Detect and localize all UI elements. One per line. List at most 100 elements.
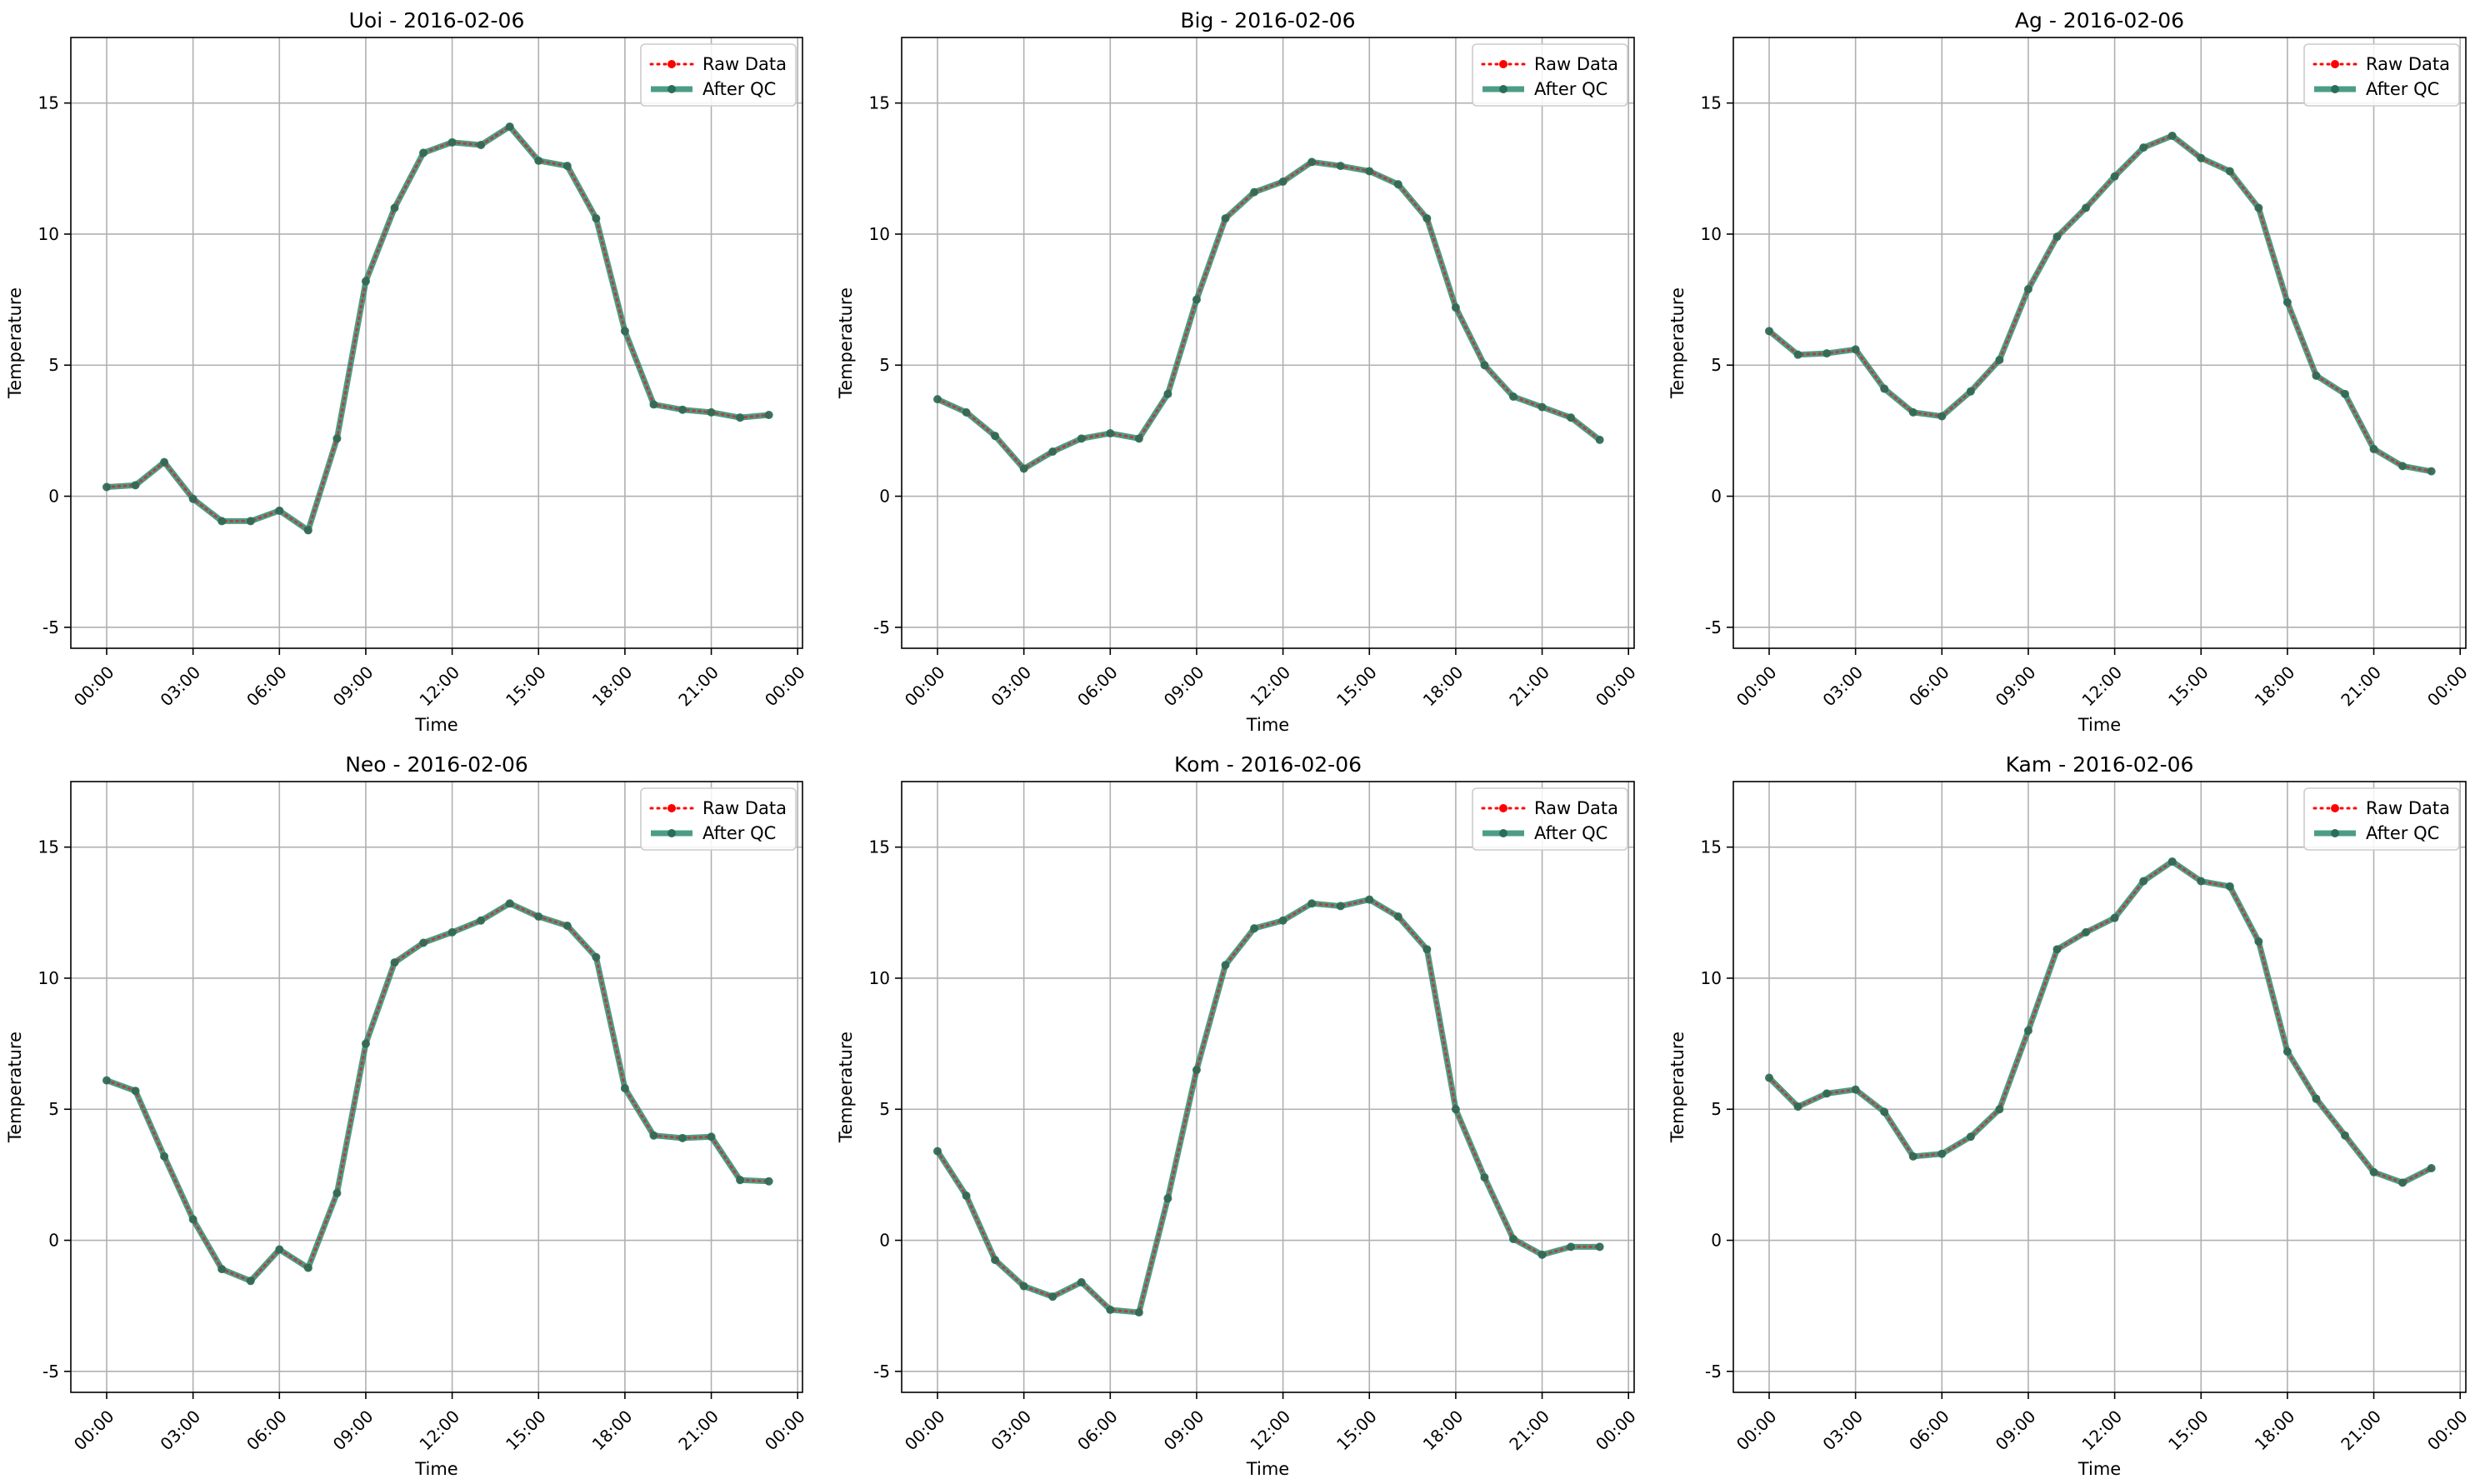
series-after-qc-line <box>105 900 769 1284</box>
y-tick-label: -5 <box>1705 617 1722 637</box>
after-qc-point <box>505 899 514 908</box>
x-tick-label: 12:00 <box>415 1407 463 1455</box>
after-qc-point <box>991 432 1000 441</box>
y-tick-label: 5 <box>48 1099 59 1119</box>
y-tick-label: -5 <box>42 1362 59 1382</box>
legend: Raw Data After QC <box>2303 43 2460 107</box>
legend-after-qc-marker <box>1499 829 1508 837</box>
after-qc-point <box>2110 913 2119 922</box>
after-qc-point <box>620 1084 629 1093</box>
x-tick-label: 09:00 <box>329 662 378 711</box>
subplot-4: 00:00 03:00 06:00 09:00 12:00 15:00 18:00 21:00… <box>5 752 809 1479</box>
after-qc-point <box>1393 180 1402 189</box>
x-tick-label: 06:00 <box>242 662 291 711</box>
after-qc-point <box>1451 1105 1460 1114</box>
y-tick-label: -5 <box>1705 1362 1722 1382</box>
after-qc-point <box>1221 961 1230 970</box>
after-qc-point <box>1480 1173 1489 1182</box>
after-qc-point <box>2282 297 2292 307</box>
y-tick-label: 0 <box>1711 487 1722 507</box>
subplot-5: 00:00 03:00 06:00 09:00 12:00 15:00 18:00 21:00… <box>836 752 1640 1479</box>
after-qc-point <box>1134 1308 1143 1317</box>
y-tick-label: 10 <box>869 968 890 988</box>
after-qc-point <box>2052 945 2062 954</box>
after-qc-point <box>477 916 486 925</box>
y-tick-label: 15 <box>38 837 59 857</box>
x-tick-label: 12:00 <box>2078 662 2126 711</box>
after-qc-point <box>1595 435 1604 444</box>
x-tick-label: 21:00 <box>674 662 722 711</box>
after-qc-point <box>1308 157 1317 167</box>
series-raw-data-line <box>936 897 1602 1314</box>
after-qc-point <box>160 1152 169 1161</box>
after-qc-point <box>2110 172 2119 181</box>
after-qc-point <box>1336 162 1345 171</box>
after-qc-point <box>361 277 370 286</box>
after-qc-point <box>2398 1178 2408 1187</box>
subplot-3: 00:00 03:00 06:00 09:00 12:00 15:00 18:00 21:00… <box>1668 8 2472 735</box>
after-qc-point <box>2341 389 2349 398</box>
after-qc-point <box>1134 434 1143 443</box>
x-tick-label: 00:00 <box>70 662 118 711</box>
x-tick-label: 06:00 <box>1073 662 1122 711</box>
after-qc-point <box>707 1132 716 1142</box>
subplot-title: Kom - 2016-02-06 <box>1174 752 1362 777</box>
after-qc-point <box>1048 1292 1058 1302</box>
y-axis-label: Temperature <box>1668 1032 1688 1143</box>
after-qc-point <box>620 327 629 336</box>
after-qc-point <box>962 1192 971 1201</box>
y-axis-label: Temperature <box>836 1032 856 1143</box>
after-qc-point <box>275 1245 284 1254</box>
after-qc-point <box>1765 327 1773 336</box>
legend-after-qc-marker <box>1499 85 1508 93</box>
x-tick-label: 18:00 <box>588 662 637 711</box>
after-qc-point <box>649 1131 658 1140</box>
after-qc-point <box>361 1039 370 1048</box>
after-qc-point <box>678 405 687 414</box>
subplot-title: Kam - 2016-02-06 <box>2006 752 2194 777</box>
x-tick-label: 09:00 <box>329 1407 378 1455</box>
after-qc-point <box>1538 1250 1547 1259</box>
after-qc-point <box>1192 295 1201 304</box>
x-tick-label: 00:00 <box>901 1407 949 1455</box>
y-tick-label: 15 <box>38 93 59 113</box>
x-tick-label: 21:00 <box>2337 662 2385 711</box>
after-qc-point <box>1938 1149 1947 1158</box>
y-tick-label: 10 <box>869 224 890 244</box>
after-qc-point <box>1250 187 1259 197</box>
x-tick-label: 03:00 <box>1818 1407 1867 1455</box>
y-tick-label: 10 <box>1701 224 1722 244</box>
x-tick-label: 00:00 <box>761 1407 809 1455</box>
x-tick-label: 15:00 <box>502 662 550 711</box>
after-qc-point <box>218 517 227 526</box>
after-qc-point <box>534 912 543 922</box>
axes-frame <box>70 781 803 1393</box>
legend: Raw Data After QC <box>640 787 797 851</box>
after-qc-point <box>1908 1152 1918 1161</box>
after-qc-point <box>1422 214 1432 223</box>
series-after-qc-line <box>106 123 769 533</box>
x-tick-label: 03:00 <box>987 1407 1035 1455</box>
series-raw-data-line <box>936 160 1602 471</box>
after-qc-point <box>1422 945 1432 954</box>
after-qc-point <box>2052 232 2062 242</box>
after-qc-point <box>1480 361 1489 370</box>
y-tick-label: 10 <box>38 968 59 988</box>
after-qc-point <box>1077 434 1086 443</box>
after-qc-point <box>2168 131 2177 140</box>
after-qc-point <box>1278 177 1288 187</box>
series-after-qc-line <box>936 158 1602 472</box>
after-qc-point <box>1077 1277 1086 1287</box>
x-tick-label: 06:00 <box>1073 1407 1122 1455</box>
y-tick-label: -5 <box>873 1362 890 1382</box>
after-qc-point <box>2082 203 2091 212</box>
after-qc-point <box>707 407 716 417</box>
x-tick-label: 18:00 <box>2251 662 2299 711</box>
after-qc-point <box>1308 899 1317 908</box>
after-qc-point <box>1106 429 1115 438</box>
after-qc-point <box>1966 387 1975 396</box>
after-qc-point <box>1019 1282 1028 1291</box>
y-tick-label: 10 <box>1701 968 1722 988</box>
y-tick-label: 0 <box>48 1231 59 1251</box>
x-tick-label: 09:00 <box>1992 662 2040 711</box>
